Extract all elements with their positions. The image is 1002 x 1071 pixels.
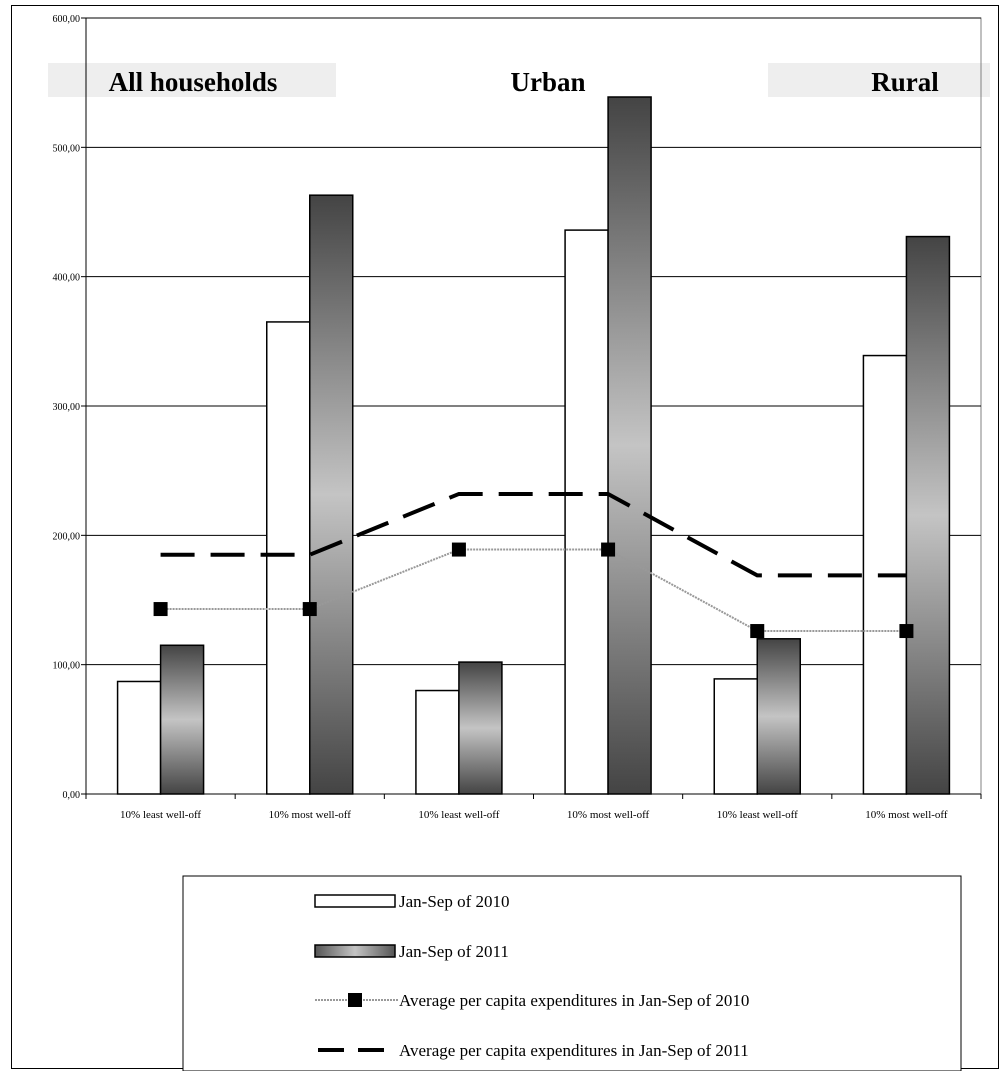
bar xyxy=(458,661,503,795)
y-tick-label: 500,00 xyxy=(53,143,81,154)
bar xyxy=(607,96,652,795)
legend-label: Jan-Sep of 2011 xyxy=(399,942,509,961)
y-tick-label: 600,00 xyxy=(53,14,81,25)
y-tick-label: 400,00 xyxy=(53,273,81,284)
x-tick-label: 10% most well-off xyxy=(567,809,650,821)
legend-box xyxy=(182,875,962,1071)
bar xyxy=(266,321,311,795)
group-label: Rural xyxy=(871,67,939,97)
bar-layer xyxy=(116,96,951,795)
x-tick-label: 10% most well-off xyxy=(865,809,948,821)
group-band xyxy=(768,63,990,97)
series-marker xyxy=(451,542,466,557)
group-label: Urban xyxy=(510,67,585,97)
y-tick-label: 300,00 xyxy=(53,402,81,413)
x-tick-label: 10% least well-off xyxy=(120,809,201,821)
y-tick-label: 200,00 xyxy=(53,531,81,542)
x-tick-label: 10% least well-off xyxy=(717,809,798,821)
bar xyxy=(309,194,354,795)
series-marker xyxy=(750,624,765,639)
bar xyxy=(756,638,801,795)
legend-label: Jan-Sep of 2010 xyxy=(399,892,509,911)
series-marker xyxy=(601,542,616,557)
bar xyxy=(116,680,162,795)
legend-label: Average per capita expenditures in Jan-S… xyxy=(399,1041,749,1060)
label-layer: 0,00 100,00 200,00 300,00 400,00 500,00 600,00… xyxy=(53,14,948,821)
legend-label: Average per capita expenditures in Jan-S… xyxy=(399,991,749,1010)
series-line-2011-avg xyxy=(160,491,907,578)
legend-swatch xyxy=(314,944,396,958)
x-tick-label: 10% least well-off xyxy=(418,809,499,821)
series-line-2010-avg xyxy=(160,548,907,633)
line-layer xyxy=(153,491,914,639)
legend: Jan-Sep of 2010 Jan-Sep of 2011 Average pe… xyxy=(182,875,962,1071)
x-tick-label: 10% most well-off xyxy=(269,809,352,821)
bar xyxy=(713,678,758,795)
axis-layer xyxy=(81,17,982,799)
bar xyxy=(564,229,609,795)
series-marker xyxy=(153,602,168,617)
gridline-layer xyxy=(85,17,982,795)
legend-swatch xyxy=(314,894,396,908)
bar xyxy=(159,644,205,795)
y-tick-label: 100,00 xyxy=(53,661,81,672)
group-band-layer xyxy=(48,63,990,97)
bar xyxy=(415,689,460,795)
series-marker xyxy=(899,624,914,639)
series-marker xyxy=(302,602,317,617)
bar xyxy=(905,235,951,795)
group-band xyxy=(48,63,336,97)
group-label: All households xyxy=(109,67,278,97)
y-tick-label: 0,00 xyxy=(63,790,81,801)
legend-marker xyxy=(348,993,362,1007)
